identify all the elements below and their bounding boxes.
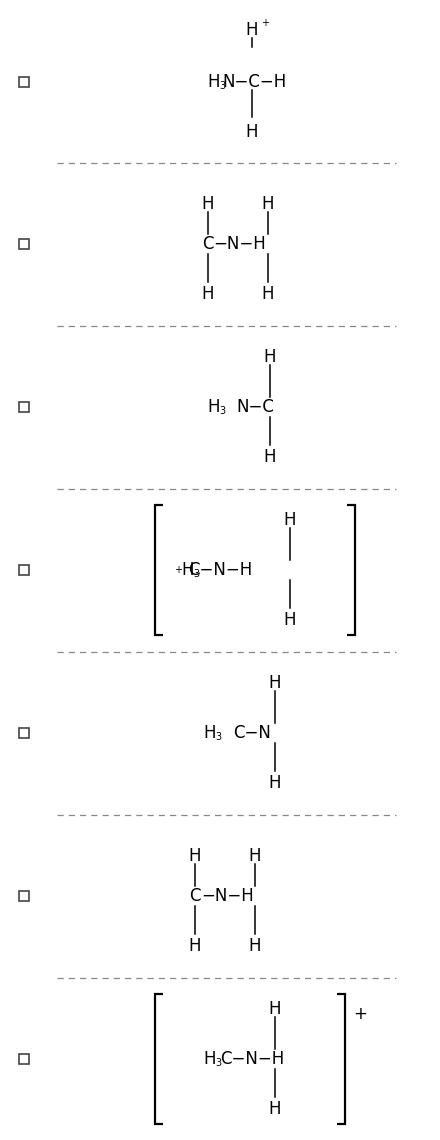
Text: H: H	[264, 348, 276, 366]
Bar	[19, 891, 29, 901]
Text: +: +	[174, 565, 182, 575]
Bar	[19, 78, 29, 87]
Text: H: H	[182, 561, 194, 579]
Text: 3: 3	[219, 81, 225, 91]
Text: C−N−H: C−N−H	[188, 561, 252, 579]
Text: H: H	[269, 674, 281, 692]
Bar	[19, 565, 29, 575]
Text: H: H	[284, 611, 296, 629]
Text: H: H	[208, 73, 220, 91]
Text: H: H	[249, 847, 261, 865]
Text: H: H	[269, 1000, 281, 1018]
Text: C: C	[189, 887, 201, 905]
Text: H: H	[284, 511, 296, 529]
Text: H: H	[208, 398, 220, 416]
Text: 3: 3	[219, 406, 225, 416]
Text: H: H	[262, 195, 274, 213]
Text: H: H	[262, 285, 274, 303]
Text: −N−H: −N−H	[214, 235, 266, 253]
Text: 3: 3	[215, 732, 221, 742]
Text: H: H	[204, 1050, 216, 1068]
Text: H: H	[246, 123, 258, 141]
Text: N−C−H: N−C−H	[223, 73, 287, 91]
Text: +: +	[353, 1005, 367, 1023]
Text: N−C: N−C	[236, 398, 274, 416]
Text: 3: 3	[193, 569, 199, 579]
Text: +: +	[261, 18, 269, 29]
Text: C−N−H: C−N−H	[220, 1050, 284, 1068]
Text: 3: 3	[215, 1058, 221, 1068]
Bar	[19, 402, 29, 412]
Text: H: H	[204, 724, 216, 742]
Text: H: H	[202, 195, 214, 213]
Text: H: H	[269, 774, 281, 792]
Text: C: C	[202, 235, 214, 253]
Text: H: H	[189, 847, 201, 865]
Text: H: H	[202, 285, 214, 303]
Bar	[19, 239, 29, 249]
Text: H: H	[264, 448, 276, 466]
Text: H: H	[189, 937, 201, 955]
Text: C−N: C−N	[233, 724, 271, 742]
Text: H: H	[269, 1100, 281, 1118]
Text: H: H	[246, 21, 258, 39]
Bar	[19, 1054, 29, 1064]
Text: H: H	[249, 937, 261, 955]
Bar	[19, 728, 29, 738]
Text: −N−H: −N−H	[202, 887, 254, 905]
